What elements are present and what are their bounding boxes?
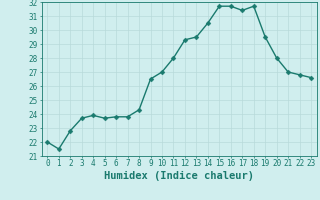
- X-axis label: Humidex (Indice chaleur): Humidex (Indice chaleur): [104, 171, 254, 181]
